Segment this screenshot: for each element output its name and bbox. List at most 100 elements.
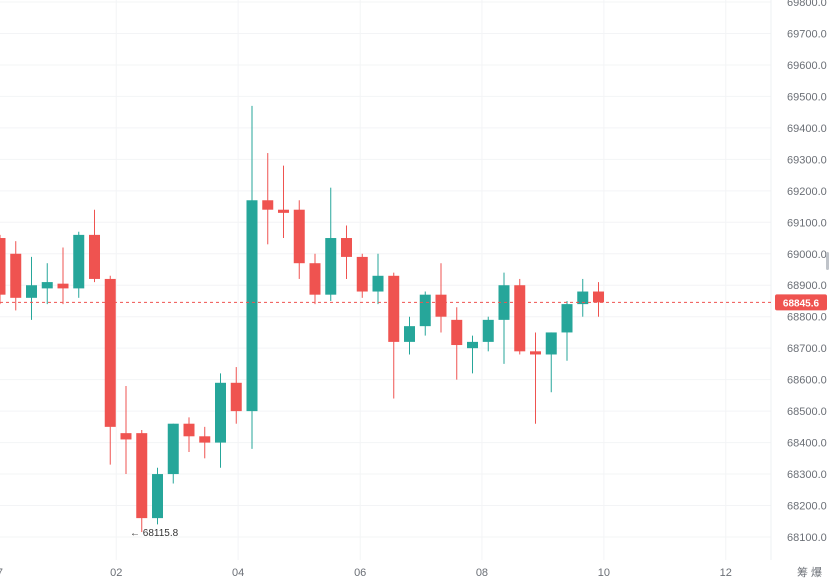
candle-body — [120, 433, 132, 440]
candle-body — [404, 326, 415, 342]
low-price-marker: ← 68115.8 — [130, 528, 179, 539]
price-tick-label: 69800.0 — [787, 0, 827, 9]
time-tick-label: 04 — [232, 567, 244, 579]
candle-body — [57, 283, 69, 289]
time-tick-label: 27 — [0, 567, 3, 579]
candle-up — [372, 253, 384, 305]
candle-up — [215, 373, 226, 468]
candle-up — [561, 300, 573, 361]
candle-body — [309, 263, 321, 295]
candle-body — [230, 382, 242, 412]
candle-down — [89, 209, 100, 283]
candle-down — [199, 426, 211, 459]
time-tick-label: 08 — [476, 567, 488, 579]
time-tick-label: 02 — [110, 567, 122, 579]
time-tick-label: 12 — [720, 567, 732, 579]
candle-body — [514, 285, 526, 352]
price-tick-label: 68600.0 — [787, 375, 827, 387]
candle-body — [199, 436, 211, 443]
price-tick-label: 69500.0 — [787, 91, 827, 103]
candles — [0, 105, 604, 533]
candle-body — [262, 200, 274, 210]
time-axis[interactable]: 27 02 04 06 08 10 12 — [0, 567, 732, 579]
candle-down — [262, 153, 274, 245]
price-tick-label: 68300.0 — [787, 469, 827, 481]
candle-down — [451, 307, 463, 380]
price-tick-label: 69300.0 — [787, 154, 827, 166]
price-axis[interactable]: 68100.0 68200.0 68300.0 68400.0 68500.0 68600… — [787, 0, 827, 544]
candle-body — [215, 382, 226, 443]
candle-body — [545, 332, 557, 355]
price-tick-label: 69100.0 — [787, 217, 827, 229]
candle-body — [435, 294, 447, 317]
price-tick-label: 69600.0 — [787, 60, 827, 72]
candle-down — [136, 430, 148, 533]
candle-body — [388, 275, 400, 342]
price-tick-label: 68100.0 — [787, 532, 827, 544]
candle-down — [356, 253, 368, 298]
candle-body — [167, 423, 179, 475]
candle-down — [120, 385, 132, 475]
candle-up — [41, 263, 53, 305]
candle-up — [404, 316, 415, 355]
time-tick-label: 06 — [354, 567, 366, 579]
candle-body — [372, 275, 384, 292]
candle-down — [341, 225, 352, 279]
candle-down — [230, 367, 242, 424]
grid-lines — [0, 0, 771, 560]
candle-down — [388, 272, 400, 399]
candle-up — [545, 332, 557, 393]
price-tick-label: 68200.0 — [787, 501, 827, 513]
overlay: 68845.6 ← 68115.8 — [0, 294, 827, 539]
corner-label: 筹 爆 — [797, 565, 822, 579]
candle-down — [593, 282, 604, 317]
candle-body — [26, 285, 37, 298]
price-axis-scroll-handle[interactable] — [826, 252, 829, 270]
candle-body — [325, 238, 337, 295]
price-tick-label: 69200.0 — [787, 186, 827, 198]
candle-down — [57, 247, 69, 305]
candle-body — [10, 253, 22, 298]
candle-body — [419, 294, 431, 327]
candle-body — [0, 238, 6, 295]
candle-up — [467, 335, 478, 374]
current-price-label: 68845.6 — [783, 298, 820, 309]
candle-down — [104, 275, 116, 465]
candle-body — [278, 209, 289, 213]
candle-body — [593, 291, 604, 303]
candle-up — [482, 316, 494, 352]
candle-down — [309, 253, 321, 305]
price-tick-label: 68900.0 — [787, 280, 827, 292]
current-price-tag — [775, 294, 827, 311]
candle-body — [561, 304, 573, 333]
candle-down — [435, 263, 447, 333]
price-tick-label: 69400.0 — [787, 123, 827, 135]
candle-body — [89, 234, 100, 279]
candle-down — [293, 200, 305, 279]
candle-down — [0, 234, 6, 305]
candle-body — [467, 341, 478, 349]
candle-body — [183, 423, 195, 437]
time-tick-label: 10 — [598, 567, 610, 579]
candle-up — [325, 187, 337, 301]
candle-body — [152, 474, 163, 519]
candle-body — [530, 351, 541, 355]
candle-body — [577, 291, 589, 305]
candle-down — [183, 417, 195, 453]
price-tick-label: 68400.0 — [787, 438, 827, 450]
candle-up — [167, 423, 179, 484]
candle-body — [482, 319, 494, 342]
candle-down — [10, 241, 22, 311]
price-tick-label: 69000.0 — [787, 249, 827, 261]
candle-up — [577, 278, 589, 317]
candle-body — [41, 282, 53, 289]
candle-body — [356, 256, 368, 292]
candle-up — [26, 256, 37, 320]
price-tick-label: 68800.0 — [787, 312, 827, 324]
candle-up — [419, 291, 431, 336]
candle-body — [104, 278, 116, 427]
candle-up — [152, 467, 163, 525]
price-tick-label: 68500.0 — [787, 406, 827, 418]
candle-down — [514, 278, 526, 355]
